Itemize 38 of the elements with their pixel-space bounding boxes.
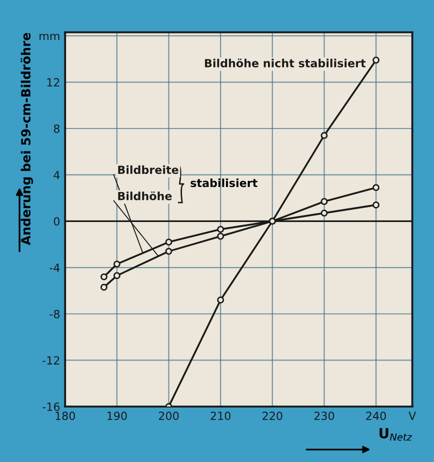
x-tick-label: 240 bbox=[366, 412, 386, 420]
annotation: stabilisiert bbox=[190, 178, 258, 188]
point bbox=[320, 132, 328, 139]
point bbox=[372, 56, 380, 64]
x-tick-label: 220 bbox=[262, 412, 282, 420]
x-tick-label: 180 bbox=[56, 412, 75, 420]
y-tick-label: 8 bbox=[54, 124, 60, 133]
y-tick-label: 0 bbox=[54, 217, 60, 226]
y-tick-label: -4 bbox=[50, 264, 60, 272]
x-tick-label: 190 bbox=[108, 412, 127, 420]
point bbox=[372, 184, 380, 192]
series-label: Bildhöhe nicht stabilisiert bbox=[205, 58, 366, 68]
point bbox=[113, 260, 120, 268]
point bbox=[320, 198, 328, 205]
point bbox=[217, 232, 224, 240]
text: Bildhöhe bbox=[118, 191, 172, 200]
x-axis-title: U$_{Netz}$ bbox=[380, 428, 412, 441]
point bbox=[113, 272, 120, 280]
x-tick-label: V bbox=[408, 412, 416, 420]
point bbox=[165, 238, 172, 246]
y-axis-title: Änderung bei 59-cm-Bildröhre bbox=[18, 32, 34, 246]
text: Bildbreite bbox=[118, 165, 178, 174]
point bbox=[165, 248, 172, 255]
x-tick-label: 230 bbox=[314, 412, 334, 420]
y-tick-label: mm bbox=[40, 34, 60, 40]
point bbox=[372, 201, 380, 208]
y-tick-label: -16 bbox=[42, 402, 60, 411]
y-tick-label: 4 bbox=[54, 170, 60, 180]
x-tick-label: 210 bbox=[210, 412, 230, 420]
y-tick-label: -12 bbox=[42, 356, 60, 364]
point bbox=[320, 210, 328, 217]
point bbox=[217, 226, 224, 233]
y-tick-label: -8 bbox=[50, 310, 60, 318]
point bbox=[217, 296, 224, 304]
y-tick-label: 12 bbox=[47, 78, 60, 86]
point bbox=[100, 273, 108, 280]
x-tick-label: 200 bbox=[158, 412, 179, 420]
point bbox=[100, 284, 108, 291]
